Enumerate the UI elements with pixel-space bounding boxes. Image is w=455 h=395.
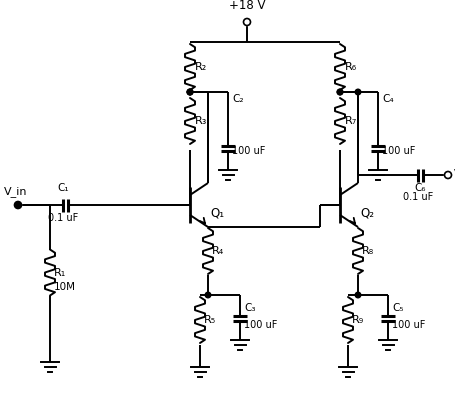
Text: 100 uF: 100 uF <box>232 146 265 156</box>
Circle shape <box>337 89 343 95</box>
Text: Q₂: Q₂ <box>360 207 374 220</box>
Circle shape <box>187 89 193 95</box>
Circle shape <box>355 292 361 298</box>
Text: R₆: R₆ <box>345 62 357 72</box>
Text: R₃: R₃ <box>195 116 207 126</box>
Text: 10M: 10M <box>54 282 76 292</box>
Text: R₁: R₁ <box>54 267 66 278</box>
Circle shape <box>337 89 343 95</box>
Text: C₂: C₂ <box>232 94 243 104</box>
Circle shape <box>187 89 193 95</box>
Text: R₇: R₇ <box>345 116 357 126</box>
Text: Q₁: Q₁ <box>210 207 224 220</box>
Circle shape <box>243 19 251 26</box>
Text: V₀: V₀ <box>454 169 455 181</box>
Text: 0.1 uF: 0.1 uF <box>403 192 433 202</box>
Text: R₈: R₈ <box>362 246 374 256</box>
Text: 100 uF: 100 uF <box>382 146 415 156</box>
Circle shape <box>187 89 193 95</box>
Text: C₄: C₄ <box>382 94 394 104</box>
Text: C₃: C₃ <box>244 303 256 313</box>
Text: R₉: R₉ <box>352 315 364 325</box>
Circle shape <box>15 201 21 209</box>
Text: R₂: R₂ <box>195 62 207 72</box>
Text: R₄: R₄ <box>212 246 224 256</box>
Text: R₅: R₅ <box>204 315 216 325</box>
Text: +18 V: +18 V <box>229 0 265 12</box>
Circle shape <box>15 202 21 208</box>
Text: C₆: C₆ <box>414 183 426 193</box>
Circle shape <box>355 89 361 95</box>
Circle shape <box>205 292 211 298</box>
Circle shape <box>445 171 451 179</box>
Text: V_in: V_in <box>4 186 28 197</box>
Text: C₅: C₅ <box>392 303 404 313</box>
Text: C₁: C₁ <box>57 183 69 193</box>
Text: 100 uF: 100 uF <box>244 320 278 330</box>
Text: 0.1 uF: 0.1 uF <box>48 213 78 223</box>
Text: 100 uF: 100 uF <box>392 320 425 330</box>
